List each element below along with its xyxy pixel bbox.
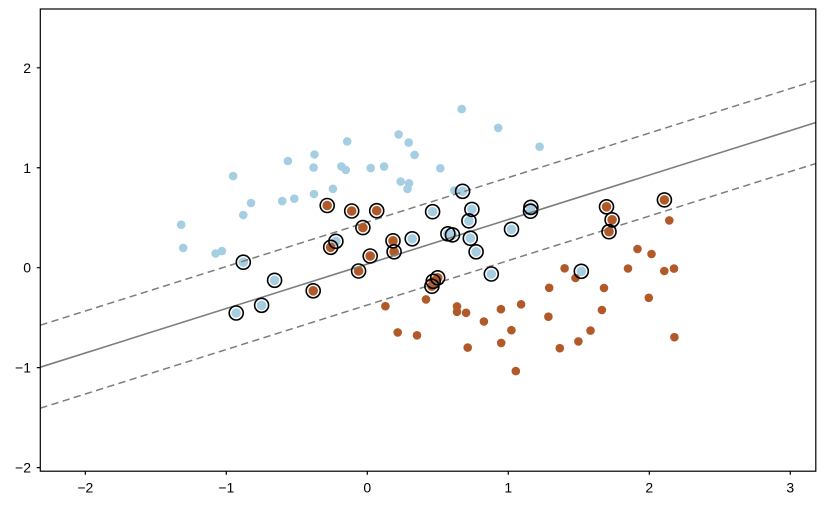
svg-text:1: 1 <box>23 160 31 176</box>
svg-text:3: 3 <box>786 479 794 495</box>
svg-text:2: 2 <box>645 479 653 495</box>
svg-text:0: 0 <box>363 479 371 495</box>
svg-text:−1: −1 <box>15 360 31 376</box>
svg-text:1: 1 <box>504 479 512 495</box>
svg-text:0: 0 <box>23 260 31 276</box>
svg-text:−1: −1 <box>218 479 234 495</box>
svg-text:2: 2 <box>23 60 31 76</box>
svg-text:−2: −2 <box>77 479 93 495</box>
svg-text:−2: −2 <box>15 460 31 476</box>
